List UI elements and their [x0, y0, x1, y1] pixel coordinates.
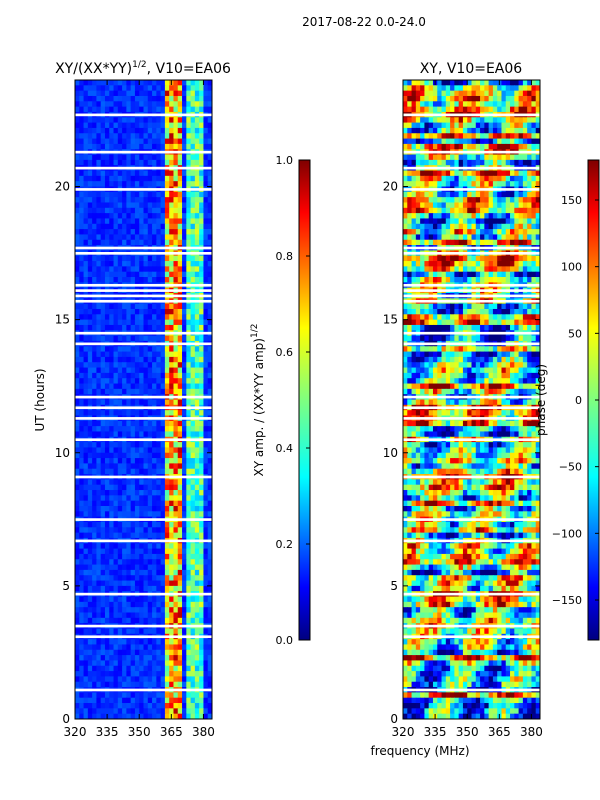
panel2-ytick-label: 5 [390, 579, 398, 593]
panel2-heatmap [403, 80, 540, 719]
panel1-ytick-label: 20 [55, 180, 70, 194]
colorbar1-tick-label: 0.8 [276, 250, 294, 263]
colorbar1-tick-label: 0.2 [276, 538, 294, 551]
panel2-ytick-label: 10 [383, 446, 398, 460]
colorbar2-label: phase (deg) [534, 364, 548, 436]
panel1-ytick-label: 5 [62, 579, 70, 593]
panel2-xtick-label: 380 [520, 725, 543, 739]
panel1-ytick-label: 10 [55, 446, 70, 460]
panel2-ytick-label: 20 [383, 180, 398, 194]
colorbar2-tick-label: 0 [575, 394, 582, 407]
colorbar2-tick-label: 150 [561, 194, 582, 207]
panel1-ylabel: UT (hours) [33, 368, 47, 431]
panel1-xtick-label: 380 [192, 725, 215, 739]
colorbar2-tick-label: −100 [552, 527, 582, 540]
panel1-axes-frame [74, 79, 213, 720]
panel2-xtick-label: 320 [392, 725, 415, 739]
panel2-ticks: 320 335 350 365 380 0 5 10 15 20 [383, 80, 543, 739]
panel2-xtick-label: 350 [456, 725, 479, 739]
panel1-title: XY/(XX*YY)1/2, V10=EA06 [55, 60, 231, 77]
colorbar2-ticks: −150 −100 −50 0 50 100 150 [552, 194, 599, 607]
colorbar2-tick-label: −50 [559, 461, 582, 474]
panel1-xtick-label: 335 [96, 725, 119, 739]
panel2-xtick-label: 335 [424, 725, 447, 739]
colorbar1-tick-label: 0.4 [276, 442, 294, 455]
panel2-title: XY, V10=EA06 [420, 61, 522, 77]
colorbar1-tick-label: 1.0 [276, 154, 294, 167]
colorbar2-tick-label: 100 [561, 261, 582, 274]
panel1-ticks: 320 335 350 365 380 0 5 10 15 20 [55, 80, 215, 739]
panel1-heatmap [75, 80, 212, 719]
panel2-axes-frame [402, 79, 541, 720]
panel1-xtick-label: 365 [160, 725, 183, 739]
colorbar1-label: XY amp. / (XX*YY amp)1/2 [250, 324, 266, 477]
colorbar1 [298, 159, 311, 641]
figure-suptitle: 2017-08-22 0.0-24.0 [302, 15, 426, 29]
panel1-xtick-label: 320 [64, 725, 87, 739]
panel2-xtick-label: 365 [488, 725, 511, 739]
colorbar1-tick-label: 0.6 [276, 346, 294, 359]
colorbar1-tick-label: 0.0 [276, 634, 294, 647]
colorbar2-tick-label: 50 [568, 327, 582, 340]
panel2-ytick-label: 15 [383, 313, 398, 327]
panel2-ytick-label: 0 [390, 712, 398, 726]
colorbar1-ticks: 0.0 0.2 0.4 0.6 0.8 1.0 [276, 154, 310, 647]
panel1-xtick-label: 350 [128, 725, 151, 739]
panel1-ytick-label: 0 [62, 712, 70, 726]
xlabel: frequency (MHz) [370, 744, 469, 758]
panel1-ytick-label: 15 [55, 313, 70, 327]
colorbar2-tick-label: −150 [552, 594, 582, 607]
